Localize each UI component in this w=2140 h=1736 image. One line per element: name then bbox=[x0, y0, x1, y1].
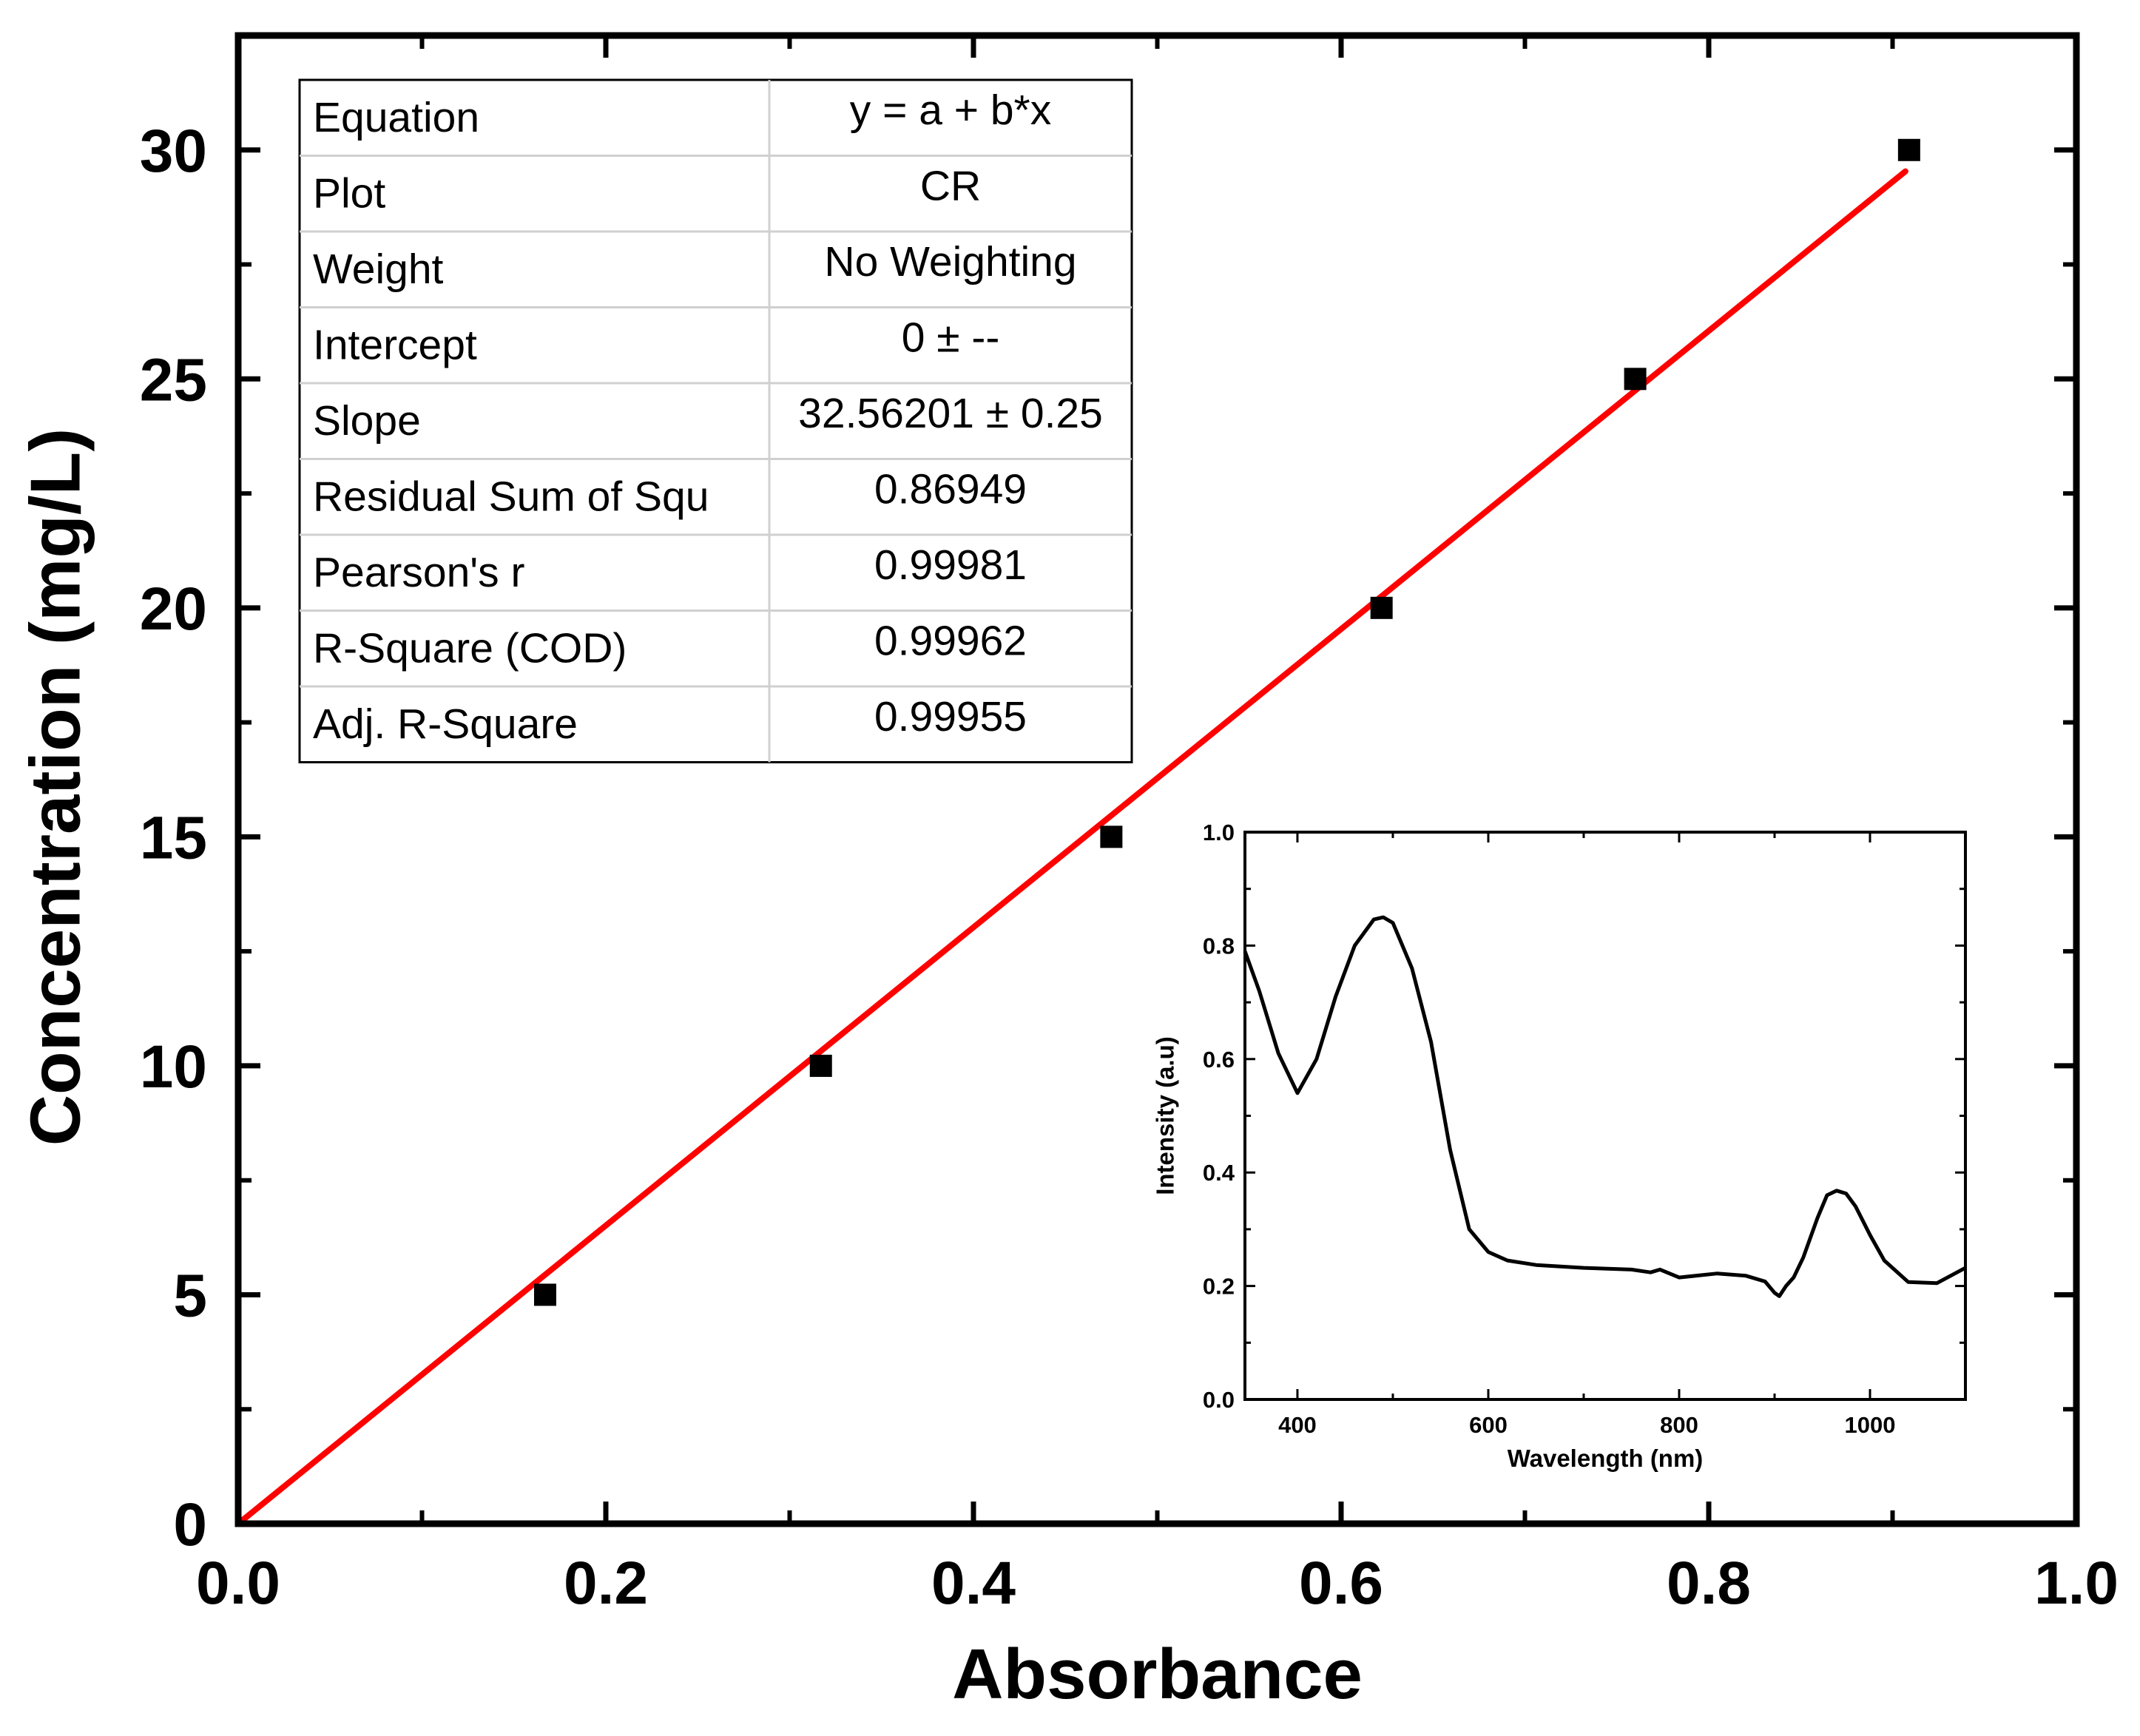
inset-x-tick-label: 1000 bbox=[1845, 1412, 1896, 1438]
y-tick-label: 20 bbox=[140, 575, 207, 643]
data-point bbox=[809, 1054, 832, 1077]
table-border bbox=[298, 78, 1133, 763]
y-tick-label: 10 bbox=[140, 1033, 207, 1101]
data-points bbox=[533, 138, 1920, 1306]
x-axis-title: Absorbance bbox=[952, 1635, 1363, 1714]
inset-plot-frame bbox=[1243, 831, 1967, 1401]
data-point bbox=[1624, 368, 1647, 391]
main-chart: 0.0 0.2 0.4 0.6 0.8 1.0 0 5 10 15 20 25 30 Absorban… bbox=[16, 32, 2119, 1714]
data-point bbox=[1370, 596, 1393, 619]
inset-y-tick-label: 1.0 bbox=[1203, 820, 1235, 845]
y-tick-label: 0 bbox=[173, 1491, 207, 1558]
inset-y-tick-labels: 0.0 0.2 0.4 0.6 0.8 1.0 bbox=[1203, 820, 1235, 1413]
table-value-cell: 32.56201 ± 0.25 bbox=[798, 390, 1103, 437]
inset-y-tick-label: 0.0 bbox=[1203, 1387, 1235, 1413]
x-tick-label: 0.8 bbox=[1667, 1550, 1751, 1617]
x-tick-label: 0.2 bbox=[564, 1550, 648, 1617]
inset-y-tick-label: 0.2 bbox=[1203, 1274, 1235, 1300]
inset-x-tick-label: 800 bbox=[1660, 1412, 1698, 1438]
fit-statistics-table: Equation y = a + b*x Plot CR Weight No Weight… bbox=[298, 78, 1133, 763]
data-point bbox=[1897, 138, 1920, 161]
y-tick-label: 25 bbox=[140, 346, 207, 413]
x-tick-label: 0.4 bbox=[931, 1550, 1016, 1617]
inset-y-tick-label: 0.6 bbox=[1203, 1047, 1235, 1073]
inset-y-tick-label: 0.4 bbox=[1203, 1160, 1235, 1186]
main-plot-frame bbox=[234, 32, 2080, 1527]
table-label-cell: Adj. R-Square bbox=[313, 700, 578, 748]
main-y-tick-labels: 0 5 10 15 20 25 30 bbox=[140, 118, 207, 1558]
data-point bbox=[533, 1283, 556, 1306]
inset-spectrum-chart: 400 600 800 1000 0.0 0.2 0.4 0.6 0.8 1.0 Wavelen… bbox=[1152, 820, 1967, 1472]
linear-fit-line-group bbox=[235, 168, 1908, 1527]
x-tick-label: 0.6 bbox=[1299, 1550, 1383, 1617]
table-value-cell: CR bbox=[920, 163, 981, 210]
y-tick-label: 30 bbox=[140, 118, 207, 185]
table-label-cell: Intercept bbox=[313, 322, 477, 369]
table-value-cell: No Weighting bbox=[824, 238, 1076, 286]
y-tick-label: 15 bbox=[140, 804, 207, 871]
table-label-cell: Equation bbox=[313, 94, 479, 141]
table-value-cell: y = a + b*x bbox=[850, 87, 1052, 134]
data-point bbox=[1100, 825, 1123, 848]
table-label-cell: Weight bbox=[313, 246, 444, 293]
linear-fit-line bbox=[235, 168, 1908, 1527]
inset-x-tick-label: 400 bbox=[1278, 1412, 1317, 1438]
y-axis-title: Concentration (mg/L) bbox=[16, 428, 95, 1146]
inset-y-tick-label: 0.8 bbox=[1203, 933, 1235, 959]
x-tick-label: 0.0 bbox=[196, 1550, 280, 1617]
table-value-cell: 0.99962 bbox=[874, 618, 1027, 665]
table-label-cell: Plot bbox=[313, 170, 385, 217]
table-value-cell: 0 ± -- bbox=[902, 314, 1000, 362]
y-tick-label: 5 bbox=[173, 1262, 207, 1329]
table-label-cell: Residual Sum of Squ bbox=[313, 473, 709, 521]
inset-y-axis-title: Intensity (a.u) bbox=[1152, 1036, 1179, 1195]
spectrum-curve bbox=[1243, 915, 1967, 1298]
main-x-tick-labels: 0.0 0.2 0.4 0.6 0.8 1.0 bbox=[196, 1550, 2119, 1617]
x-tick-label: 1.0 bbox=[2034, 1550, 2119, 1617]
table-label-cell: Slope bbox=[313, 397, 421, 445]
table-value-cell: 0.86949 bbox=[874, 466, 1027, 513]
table-label-cell: Pearson's r bbox=[313, 549, 525, 596]
inset-x-axis-title: Wavelength (nm) bbox=[1508, 1445, 1704, 1472]
table-value-cell: 0.99981 bbox=[874, 541, 1027, 589]
inset-x-tick-label: 600 bbox=[1469, 1412, 1508, 1438]
table-value-cell: 0.99955 bbox=[874, 693, 1027, 740]
inset-background bbox=[1245, 832, 1965, 1399]
inset-x-tick-labels: 400 600 800 1000 bbox=[1278, 1412, 1895, 1438]
table-label-cell: R-Square (COD) bbox=[313, 625, 627, 672]
